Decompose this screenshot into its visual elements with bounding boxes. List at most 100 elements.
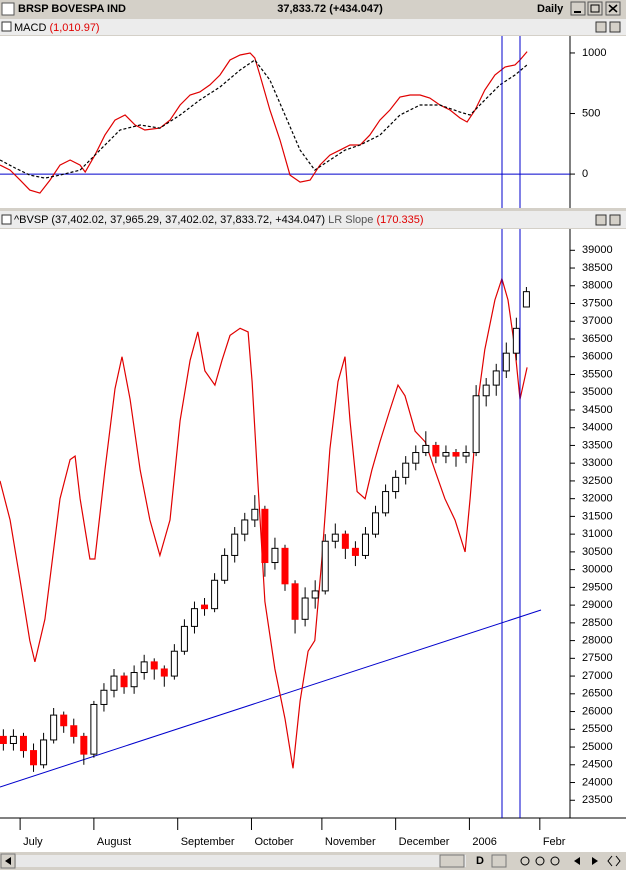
maximize-glyph [590,4,600,13]
candle-body [190,608,198,627]
y-tick-label: 31000 [582,528,613,540]
panel-close-button[interactable] [609,21,621,33]
window-quote: 37,833.72 (+434.047) [277,3,383,15]
candle-body [512,327,520,354]
window-period: Daily [537,3,564,15]
y-tick-label: 32500 [582,475,613,487]
zoom-reset[interactable] [550,856,560,866]
candle-body [70,725,78,737]
overlay-value: (170.335) [376,214,423,226]
y-tick-label: 29500 [582,581,613,593]
panel-icon [1,214,12,225]
window-icon [1,2,15,16]
candle-body [231,533,239,556]
trend-line [0,609,542,788]
panel-close-button[interactable] [609,214,621,226]
y-tick-label: 33000 [582,457,613,469]
candle-body [361,533,369,556]
y-tick-label: 0 [582,168,588,180]
panel-max-button[interactable] [595,21,607,33]
overlay-name: LR Slope [328,214,373,226]
candle-body [221,554,229,581]
scroll-forward[interactable] [592,857,598,865]
indicator-name: MACD [14,22,46,34]
candle-body [502,352,510,372]
panel-title: ^BVSP (37,402.02, 37,965.29, 37,402.02, … [14,214,424,226]
fit-button[interactable] [607,855,621,867]
macd-plot [0,36,626,208]
panel-header [0,211,626,228]
panel-max-button[interactable] [595,214,607,226]
candle-body [180,625,188,652]
candle-body [341,533,349,549]
candle-body [281,547,289,585]
candle-body [19,735,27,752]
y-tick-label: 33500 [582,439,613,451]
candle-body [291,583,299,620]
candle-body [392,476,400,493]
y-tick-label: 39000 [582,244,613,256]
y-tick-label: 34500 [582,404,613,416]
x-tick-label: November [325,836,376,848]
indicator-value: (1,010.97) [49,22,99,34]
candle-body [331,533,339,542]
candle-body [442,452,450,457]
candle-body [472,395,480,454]
candle-body [110,675,118,691]
scroll-track[interactable] [16,855,466,867]
x-tick-label: December [399,836,450,848]
candle-body [492,370,500,386]
window-buttons[interactable] [570,1,621,16]
panel-title: MACD (1,010.97) [14,22,100,34]
candle-body [150,661,158,670]
candle-body [311,590,319,599]
candle-body [382,491,390,514]
x-tick-label: October [254,836,293,848]
zoom-in[interactable] [520,856,530,866]
security-name: ^BVSP [14,214,48,226]
y-tick-label: 35000 [582,386,613,398]
y-tick-label: 38500 [582,262,613,274]
y-tick-label: 27500 [582,652,613,664]
candle-body [90,703,98,755]
panel-icon [1,21,12,32]
y-tick-label: 25000 [582,741,613,753]
y-tick-label: 26000 [582,705,613,717]
period-button[interactable]: D [476,855,484,867]
candle-body [412,452,420,464]
zoom-out[interactable] [535,856,545,866]
y-tick-label: 31500 [582,510,613,522]
candle-body [9,735,17,744]
candle-body [50,714,58,741]
y-tick-label: 500 [582,107,600,119]
minimize-button[interactable] [570,1,586,16]
title-bar [0,0,626,18]
x-tick-label: August [97,836,131,848]
candle-body [351,547,359,556]
panel-header [0,19,626,35]
scroll-thumb[interactable] [439,854,465,868]
candle-body [452,452,460,457]
candle-body [321,540,329,592]
candle-body [251,508,259,521]
maximize-button[interactable] [587,1,603,16]
line-series [0,276,528,769]
x-tick-label: 2006 [472,836,496,848]
y-tick-label: 35500 [582,368,613,380]
scroll-back[interactable] [574,857,580,865]
arrow-glyph [5,857,11,865]
x-tick-label: Febr [543,836,566,848]
candle-body [372,512,380,535]
zoom-button[interactable] [491,854,507,868]
y-tick-label: 29000 [582,599,613,611]
candle-body [60,714,68,727]
candle-body [40,739,48,766]
x-tick-label: September [181,836,235,848]
y-tick-label: 24000 [582,776,613,788]
candle-body [211,579,219,610]
y-tick-label: 1000 [582,47,606,59]
candle-body [140,661,148,674]
y-tick-label: 38000 [582,280,613,292]
y-tick-label: 37000 [582,315,613,327]
